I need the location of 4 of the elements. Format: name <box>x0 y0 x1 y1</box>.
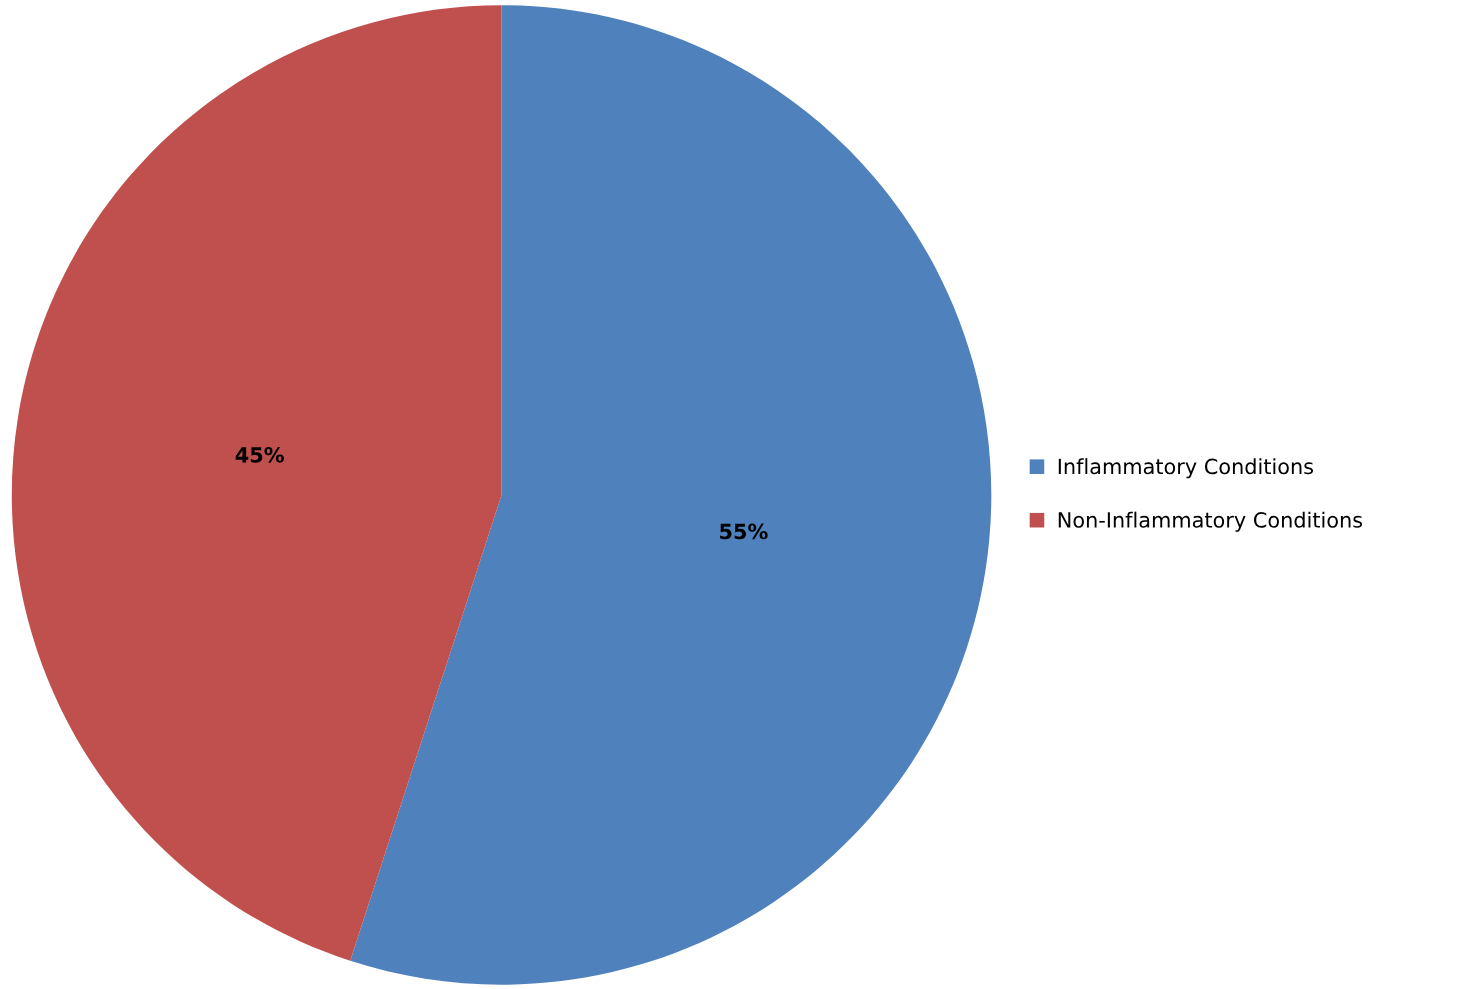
data-label: 55% <box>720 523 768 540</box>
legend-label: Non-Inflammatory Conditions <box>1058 511 1363 532</box>
legend-label: Inflammatory Conditions <box>1058 458 1314 479</box>
data-label: 45% <box>235 446 284 463</box>
